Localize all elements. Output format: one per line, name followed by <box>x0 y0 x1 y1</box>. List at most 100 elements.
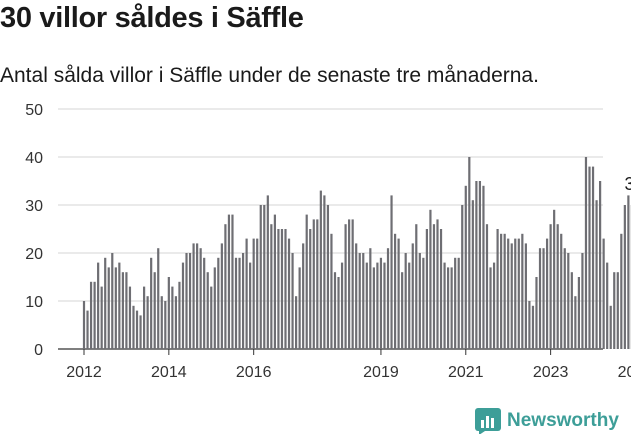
bar <box>432 224 436 349</box>
bar <box>157 248 160 349</box>
bar <box>514 238 517 349</box>
bar <box>256 238 259 349</box>
bar <box>524 243 527 349</box>
bar <box>93 281 96 349</box>
bar <box>404 253 407 349</box>
bar <box>100 286 103 349</box>
bar <box>291 253 294 349</box>
bar <box>316 219 319 349</box>
bar <box>482 185 485 349</box>
bar <box>507 238 510 349</box>
bar <box>609 305 612 349</box>
x-tick-label: 2025 <box>618 364 631 381</box>
bar <box>358 253 361 349</box>
bar <box>178 281 181 349</box>
x-tick-label: 2016 <box>236 364 272 381</box>
bar <box>309 229 312 349</box>
bar <box>217 257 220 349</box>
bar <box>97 262 100 349</box>
bar <box>128 286 132 349</box>
bar <box>447 267 450 349</box>
bar <box>401 272 404 349</box>
bar <box>273 214 276 349</box>
bar <box>132 305 135 349</box>
bar <box>270 224 273 349</box>
y-tick-label: 20 <box>25 246 43 263</box>
bar <box>312 219 315 349</box>
bar <box>485 224 489 349</box>
bar <box>535 277 538 349</box>
bar <box>362 253 365 349</box>
bar <box>153 272 156 349</box>
bar <box>599 181 602 349</box>
bar <box>584 157 588 349</box>
bar <box>259 205 262 349</box>
bar <box>623 205 626 349</box>
bar <box>171 286 174 349</box>
bar <box>139 315 142 349</box>
bar <box>383 262 386 349</box>
bar <box>150 257 153 349</box>
bar <box>528 301 531 349</box>
bar <box>620 233 623 349</box>
bar <box>418 253 421 349</box>
bar <box>333 272 337 349</box>
bar <box>263 205 266 349</box>
bar <box>337 277 340 349</box>
bar <box>188 253 192 349</box>
bar <box>252 238 255 349</box>
bar <box>503 233 506 349</box>
bar <box>549 224 552 349</box>
bar <box>210 286 213 349</box>
bar <box>450 267 453 349</box>
bar <box>379 257 383 349</box>
bar <box>284 229 287 349</box>
bar <box>118 262 121 349</box>
bar <box>89 281 93 349</box>
bar <box>531 305 535 349</box>
bar <box>295 296 298 349</box>
bar <box>538 248 542 349</box>
bar <box>500 233 503 349</box>
bar <box>319 190 322 349</box>
bar <box>468 157 471 349</box>
bar <box>510 243 513 349</box>
bar <box>277 229 280 349</box>
bar <box>203 257 206 349</box>
bar <box>287 238 291 349</box>
bar <box>192 243 195 349</box>
bar <box>121 272 124 349</box>
bar <box>390 195 393 349</box>
bar <box>567 253 570 349</box>
bar <box>241 253 245 349</box>
bar <box>199 248 202 349</box>
bar <box>464 185 467 349</box>
bar <box>457 257 460 349</box>
bar <box>351 219 354 349</box>
bar <box>616 272 619 349</box>
bar-chart: 0 10 20 30 40 50 2012 2014 2016 2019 2021 2023 2025 3… <box>25 102 631 381</box>
bar <box>167 277 170 349</box>
x-tick-label: 2021 <box>448 364 484 381</box>
bar <box>570 272 573 349</box>
bar <box>114 267 117 349</box>
bar <box>372 267 375 349</box>
brand-name: Newsworthy <box>507 410 619 431</box>
bar <box>280 229 284 349</box>
bar <box>104 257 107 349</box>
bar <box>142 286 146 349</box>
bar <box>556 224 559 349</box>
bar <box>591 166 595 349</box>
bar <box>344 224 347 349</box>
bar <box>369 248 372 349</box>
bar <box>355 243 358 349</box>
bar <box>326 205 330 349</box>
last-value-annotation: 30 <box>624 174 631 194</box>
bar <box>196 243 199 349</box>
y-tick-label: 0 <box>34 342 43 359</box>
bar <box>545 238 549 349</box>
bar <box>82 301 86 349</box>
bar <box>234 257 238 349</box>
bar <box>365 262 368 349</box>
bar <box>563 248 566 349</box>
